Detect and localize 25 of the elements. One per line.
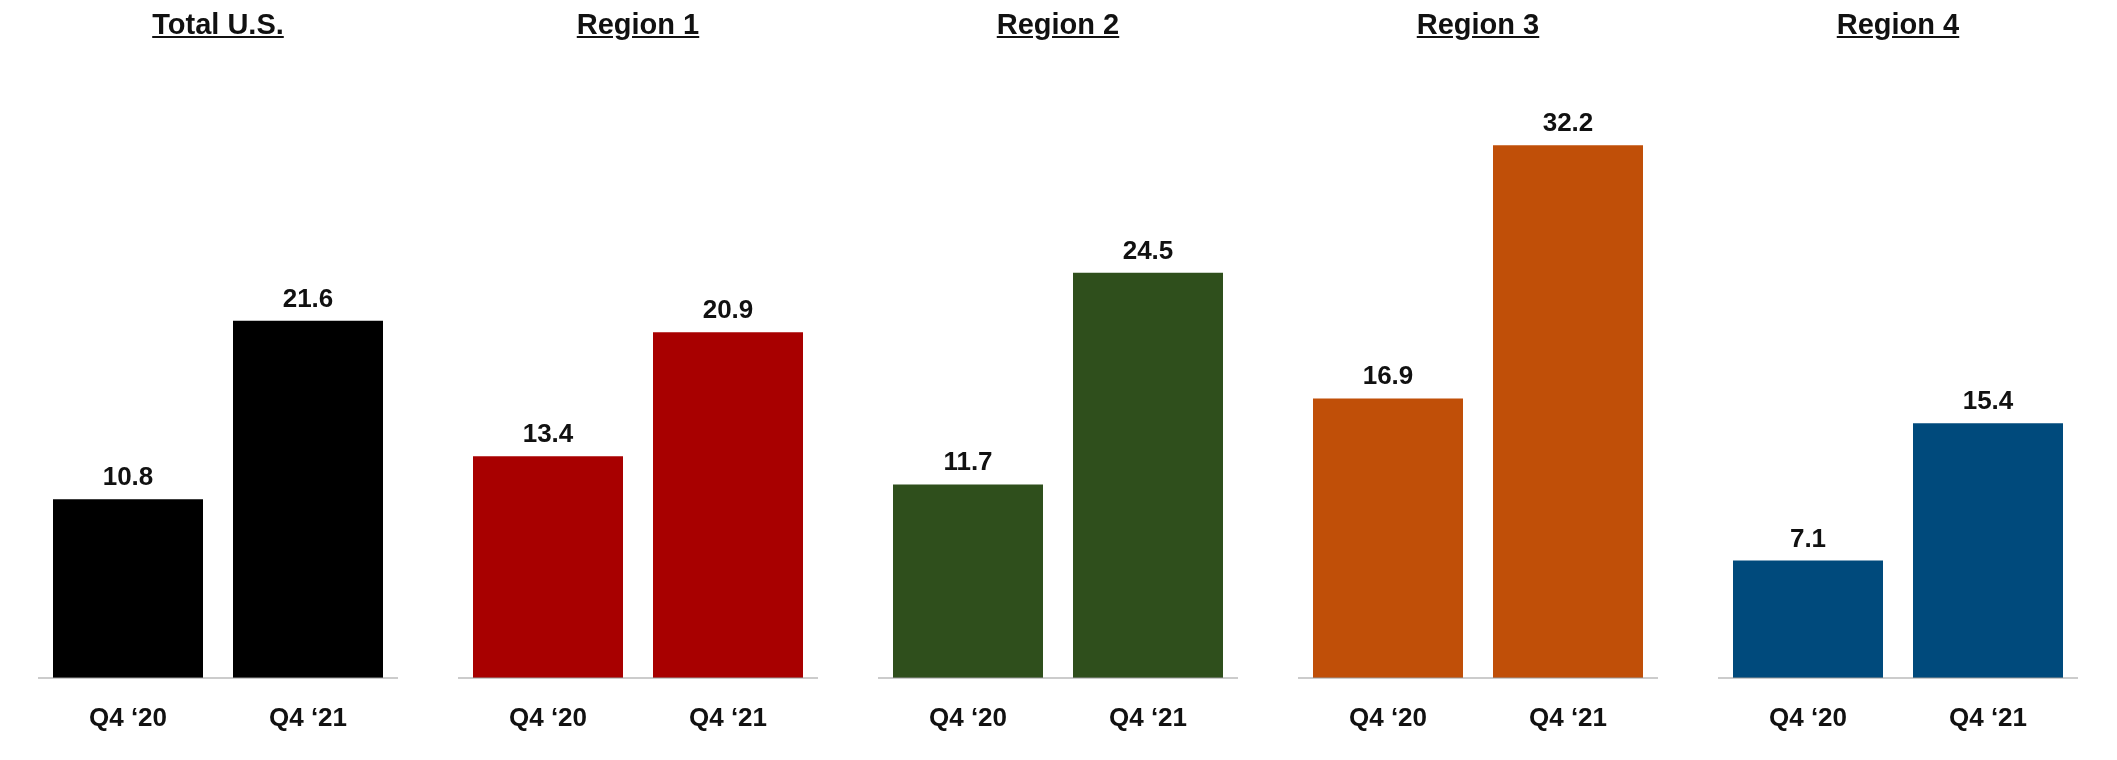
x-tick-label: Q4 ‘20	[928, 702, 1008, 733]
data-label: 15.4	[1962, 385, 2014, 416]
data-label: 13.4	[522, 418, 574, 449]
chart-title: Total U.S.	[152, 8, 284, 42]
x-tick-label: Q4 ‘21	[268, 702, 348, 733]
x-tick-label: Q4 ‘21	[1108, 702, 1188, 733]
x-tick-label: Q4 ‘20	[1768, 702, 1848, 733]
data-label: 7.1	[1789, 522, 1827, 553]
data-label: 32.2	[1542, 107, 1594, 138]
chart-title: Region 2	[996, 8, 1120, 42]
x-tick-label: Q4 ‘21	[1948, 702, 2028, 733]
x-tick-label: Q4 ‘20	[508, 702, 588, 733]
x-tick-label: Q4 ‘21	[1528, 702, 1608, 733]
x-tick-label: Q4 ‘21	[688, 702, 768, 733]
data-label: 24.5	[1122, 234, 1174, 265]
data-label: 16.9	[1362, 360, 1414, 391]
chart-title: Region 1	[576, 8, 700, 42]
data-label: 21.6	[282, 282, 334, 313]
data-label: 11.7	[943, 446, 993, 477]
data-label: 20.9	[702, 294, 754, 325]
data-label: 10.8	[102, 461, 154, 492]
x-tick-label: Q4 ‘20	[1348, 702, 1428, 733]
chart-title: Region 3	[1416, 8, 1540, 42]
chart-title: Region 4	[1836, 8, 1960, 42]
x-tick-label: Q4 ‘20	[88, 702, 168, 733]
